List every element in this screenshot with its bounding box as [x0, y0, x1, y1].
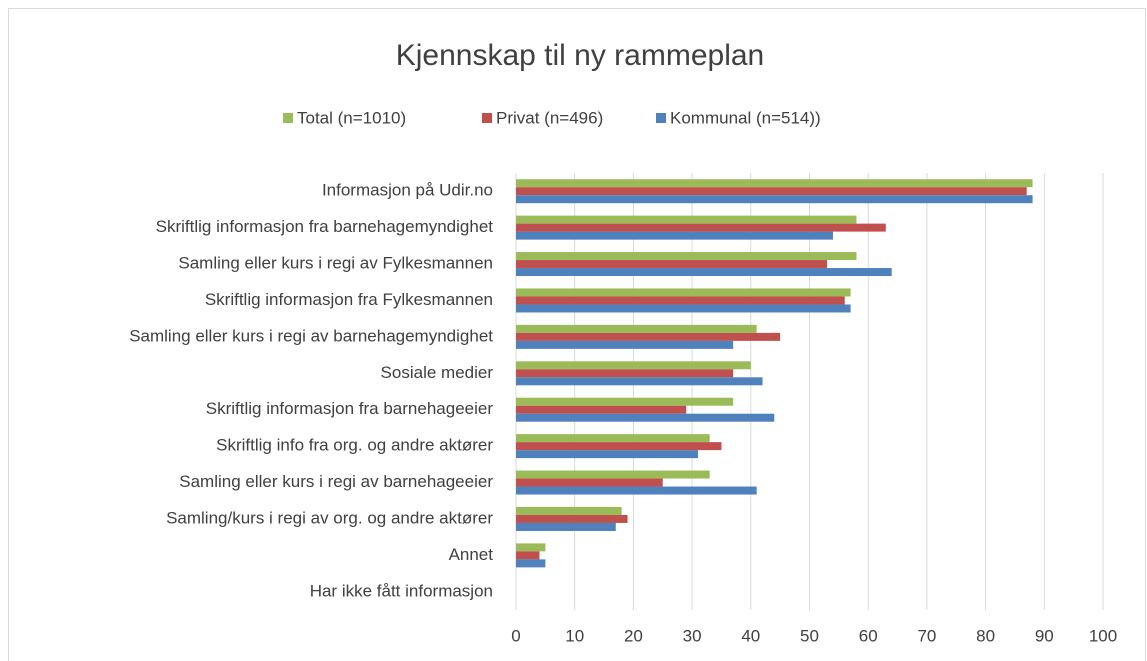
y-tick-label: Sosiale medier	[381, 363, 494, 382]
bar	[516, 442, 722, 451]
bar	[516, 296, 845, 305]
bar	[516, 478, 663, 487]
bar	[516, 361, 751, 370]
bar	[516, 252, 857, 261]
x-tick-label: 30	[683, 626, 702, 645]
x-tick-label: 20	[624, 626, 643, 645]
bar	[516, 551, 540, 560]
x-tick-label: 40	[741, 626, 760, 645]
y-tick-label: Informasjon på Udir.no	[322, 181, 493, 200]
legend-label: Kommunal (n=514))	[670, 108, 821, 127]
bar	[516, 179, 1033, 188]
y-tick-label: Samling eller kurs i regi av Fylkesmanne…	[178, 254, 493, 273]
y-tick-label: Skriftlig informasjon fra barnehagemyndi…	[156, 217, 494, 236]
bar	[516, 450, 698, 459]
y-tick-label: Samling eller kurs i regi av barnehageei…	[179, 472, 493, 491]
bar	[516, 231, 833, 240]
bar	[516, 324, 757, 333]
x-tick-label: 90	[1035, 626, 1054, 645]
bar	[516, 223, 886, 232]
y-tick-label: Skriftlig informasjon fra Fylkesmannen	[205, 290, 493, 309]
bar	[516, 522, 616, 531]
y-tick-label: Annet	[449, 545, 494, 564]
y-tick-label: Har ikke fått informasjon	[310, 581, 493, 600]
x-tick-label: 50	[800, 626, 819, 645]
legend-swatch	[283, 113, 293, 123]
legend-label: Total (n=1010)	[297, 108, 406, 127]
bar	[516, 543, 546, 552]
bar	[516, 486, 757, 495]
x-tick-label: 60	[859, 626, 878, 645]
bar	[516, 304, 851, 313]
bar	[516, 397, 734, 406]
bar	[516, 288, 851, 297]
bar	[516, 377, 763, 386]
y-tick-label: Samling eller kurs i regi av barnehagemy…	[129, 326, 493, 345]
bar	[516, 268, 892, 277]
x-tick-label: 100	[1089, 626, 1117, 645]
bar	[516, 514, 628, 523]
legend-label: Privat (n=496)	[496, 108, 603, 127]
y-tick-label: Skriftlig info fra org. og andre aktører	[216, 436, 493, 455]
x-tick-label: 0	[511, 626, 520, 645]
x-tick-label: 10	[565, 626, 584, 645]
bar	[516, 413, 775, 422]
bar	[516, 187, 1027, 196]
legend-swatch	[656, 113, 666, 123]
bar	[516, 340, 734, 349]
bar	[516, 559, 546, 568]
x-tick-label: 70	[917, 626, 936, 645]
chart-title: Kjennskap til ny rammeplan	[396, 39, 765, 72]
bar	[516, 470, 710, 479]
bar	[516, 506, 622, 515]
y-tick-label: Skriftlig informasjon fra barnehageeier	[206, 399, 494, 418]
bar	[516, 405, 687, 414]
bar	[516, 332, 781, 341]
bar	[516, 260, 828, 269]
x-tick-label: 80	[976, 626, 995, 645]
bar	[516, 369, 734, 378]
legend-swatch	[482, 113, 492, 123]
bar	[516, 215, 857, 224]
bar	[516, 195, 1033, 204]
y-tick-label: Samling/kurs i regi av org. og andre akt…	[166, 508, 493, 527]
bar	[516, 434, 710, 443]
